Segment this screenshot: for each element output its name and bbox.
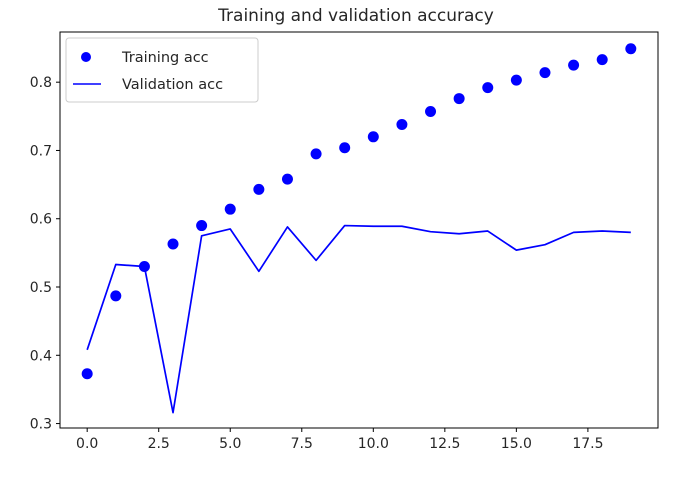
y-tick-label: 0.4 bbox=[30, 348, 52, 364]
legend: Training acc Validation acc bbox=[65, 37, 259, 103]
x-tick-label: 17.5 bbox=[572, 436, 603, 452]
y-tick-label: 0.7 bbox=[30, 143, 52, 159]
chart-title: Training and validation accuracy bbox=[217, 6, 494, 26]
x-tick-label: 15.0 bbox=[501, 436, 532, 452]
x-tick-label: 5.0 bbox=[219, 436, 241, 452]
training-acc-point bbox=[625, 43, 637, 55]
y-tick-label: 0.3 bbox=[30, 417, 52, 433]
training-acc-point bbox=[224, 203, 236, 215]
x-tick-label: 2.5 bbox=[148, 436, 170, 452]
x-axis: 0.0 2.5 5.0 7.5 10.0 12.5 15.0 17.5 bbox=[76, 428, 603, 452]
training-acc-point bbox=[482, 82, 494, 94]
axes-frame bbox=[59, 31, 659, 429]
training-acc-point bbox=[367, 131, 379, 143]
training-acc-point bbox=[110, 290, 122, 302]
training-acc-point bbox=[310, 148, 322, 160]
x-tick-label: 0.0 bbox=[76, 436, 98, 452]
y-tick-label: 0.6 bbox=[30, 212, 52, 228]
training-acc-point bbox=[396, 119, 408, 131]
legend-box bbox=[65, 37, 259, 103]
training-acc-point bbox=[138, 261, 150, 273]
training-acc-point bbox=[281, 173, 293, 185]
x-tick-label: 10.0 bbox=[358, 436, 389, 452]
x-tick-label: 7.5 bbox=[291, 436, 313, 452]
training-acc-point bbox=[81, 368, 93, 380]
training-acc-point bbox=[339, 142, 351, 154]
training-acc-point bbox=[568, 59, 580, 71]
x-tick-label: 12.5 bbox=[429, 436, 460, 452]
y-tick-label: 0.5 bbox=[30, 280, 52, 296]
training-acc-point bbox=[196, 220, 208, 232]
training-acc-point bbox=[167, 238, 179, 250]
y-tick-label: 0.8 bbox=[30, 75, 52, 91]
training-acc-point bbox=[510, 74, 522, 86]
validation-acc-line bbox=[86, 224, 631, 414]
training-acc-point bbox=[253, 183, 265, 195]
y-axis: 0.3 0.4 0.5 0.6 0.7 0.8 bbox=[30, 75, 60, 433]
plot-area bbox=[81, 43, 637, 414]
legend-label-validation: Validation acc bbox=[122, 77, 223, 93]
training-acc-point bbox=[539, 67, 551, 79]
legend-label-training: Training acc bbox=[121, 50, 209, 66]
training-acc-point bbox=[453, 93, 465, 105]
training-acc-point bbox=[425, 106, 437, 118]
legend-marker-training bbox=[81, 52, 91, 62]
training-acc-point bbox=[596, 54, 608, 66]
